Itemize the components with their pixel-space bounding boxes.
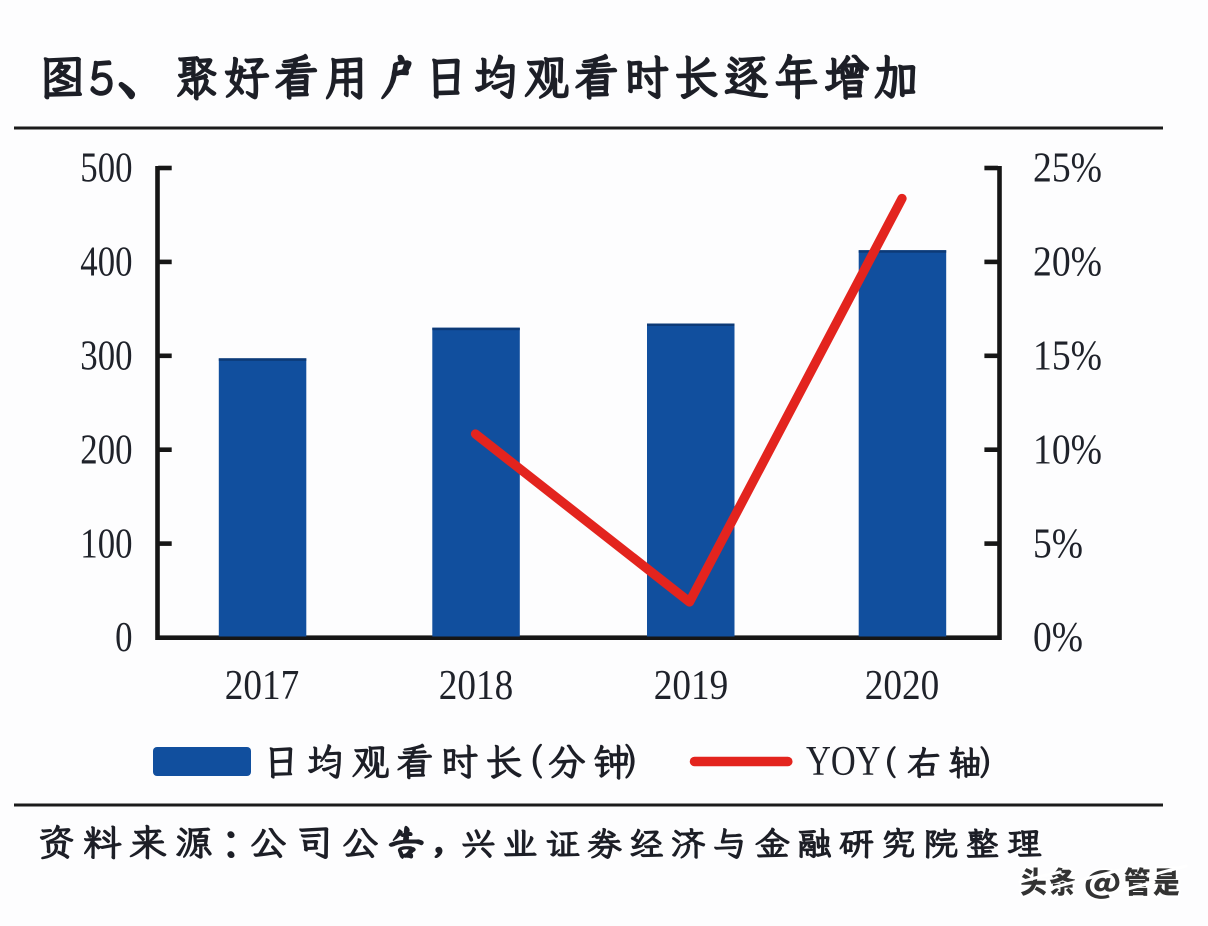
svg-text:25%: 25%: [1033, 146, 1102, 192]
svg-text:15%: 15%: [1033, 334, 1102, 380]
svg-text:5%: 5%: [1033, 521, 1083, 567]
svg-text:2017: 2017: [225, 663, 300, 709]
svg-text:400: 400: [80, 240, 132, 286]
svg-text:300: 300: [80, 334, 132, 380]
svg-text:10%: 10%: [1033, 427, 1102, 473]
svg-text:2018: 2018: [439, 663, 514, 709]
svg-text:0: 0: [115, 615, 132, 661]
svg-text:20%: 20%: [1033, 240, 1102, 286]
svg-text:2019: 2019: [654, 663, 729, 709]
svg-text:500: 500: [80, 146, 132, 192]
svg-text:2020: 2020: [865, 663, 940, 709]
svg-text:0%: 0%: [1033, 615, 1083, 661]
svg-text:200: 200: [80, 427, 132, 473]
svg-text:YOY: YOY: [806, 739, 881, 785]
svg-text:100: 100: [80, 521, 132, 567]
